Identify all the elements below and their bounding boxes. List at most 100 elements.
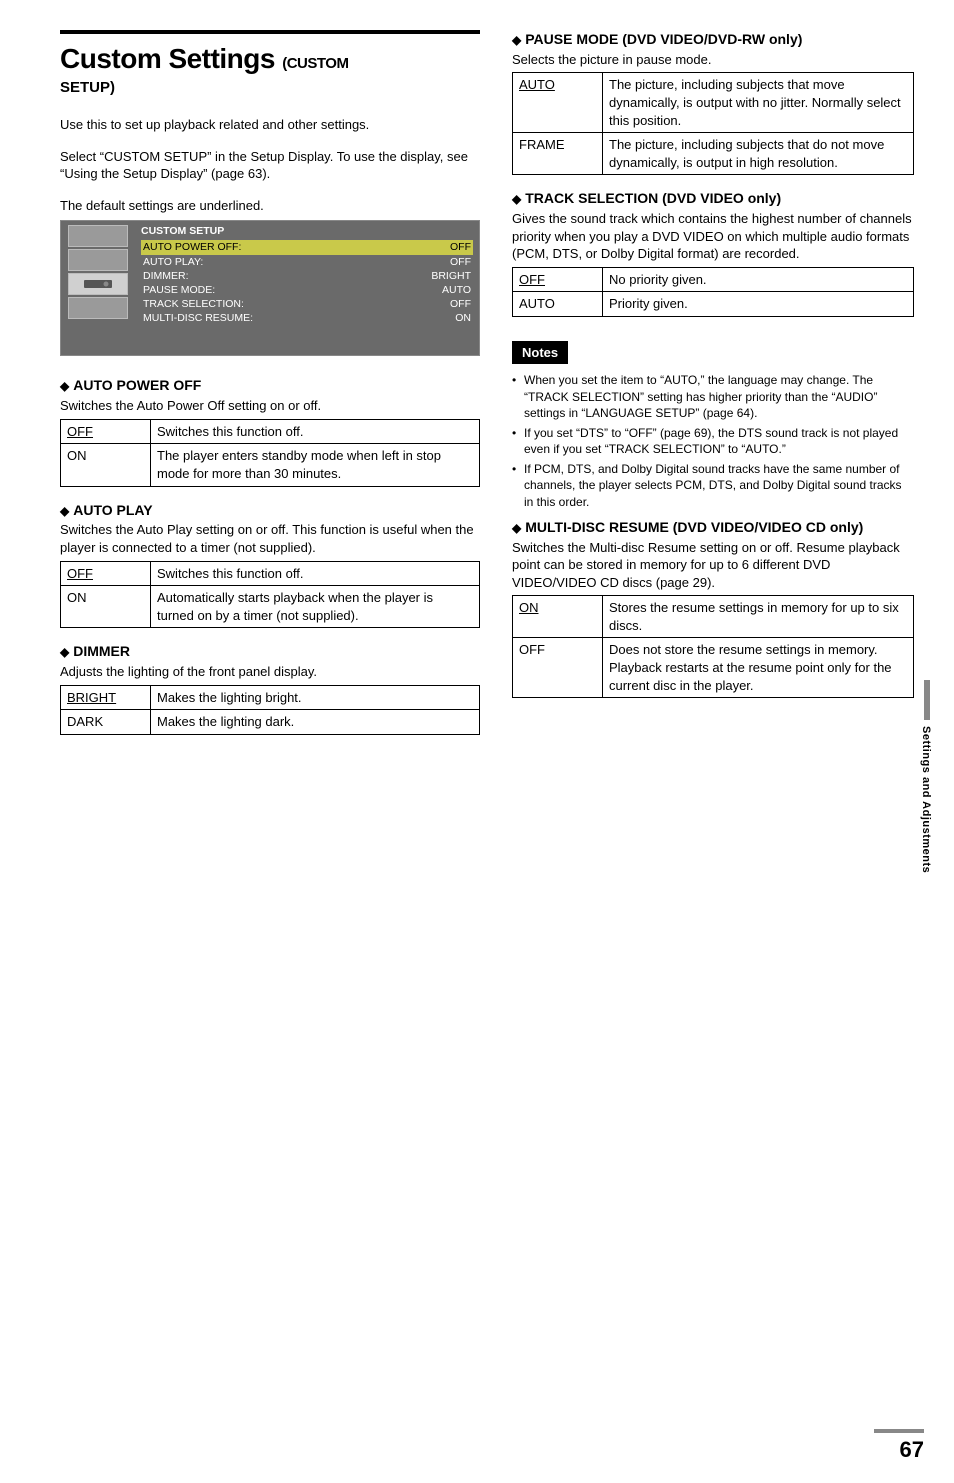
setup-val: BRIGHT [431,269,471,283]
table-row: BRIGHT Makes the lighting bright. [61,685,480,710]
opt-key: ON [519,600,539,615]
opt-key: ON [61,444,151,486]
table-multidisc: ON Stores the resume settings in memory f… [512,595,914,698]
table-row: ONAutomatically starts playback when the… [61,586,480,628]
section-title: PAUSE MODE (DVD VIDEO/DVD-RW only) [525,31,802,47]
opt-val: Makes the lighting bright. [151,685,480,710]
section-desc: Switches the Auto Play setting on or off… [60,521,480,556]
setup-label: PAUSE MODE: [143,283,215,297]
setup-val: ON [455,311,471,325]
opt-val: Switches this function off. [151,419,480,444]
opt-val: Makes the lighting dark. [151,710,480,735]
setup-val: OFF [450,297,471,311]
section-autoplay: ◆ AUTO PLAY [60,501,480,520]
section-desc: Switches the Multi-disc Resume setting o… [512,539,914,592]
setup-label: AUTO POWER OFF: [143,240,241,254]
diamond-icon: ◆ [60,504,69,518]
setup-val: AUTO [442,283,471,297]
section-title: DIMMER [73,643,130,659]
section-title: AUTO PLAY [73,502,152,518]
opt-val: No priority given. [603,267,914,292]
intro-2: Select “CUSTOM SETUP” in the Setup Displ… [60,148,480,183]
note-item: If PCM, DTS, and Dolby Digital sound tra… [512,461,914,510]
page-number: 67 [900,1435,924,1465]
setup-tab [68,225,128,247]
section-title: TRACK SELECTION (DVD VIDEO only) [525,190,781,206]
opt-key: DARK [61,710,151,735]
section-dimmer: ◆ DIMMER [60,642,480,661]
notes-list: When you set the item to “AUTO,” the lan… [512,372,914,510]
table-row: OFF Switches this function off. [61,561,480,586]
setup-display: CUSTOM SETUP AUTO POWER OFF: OFF AUTO PLA… [60,220,480,356]
setup-tabs [61,221,135,355]
table-row: AUTO The picture, including subjects that… [513,73,914,133]
setup-row: MULTI-DISC RESUME:ON [141,311,473,325]
opt-val: The picture, including subjects that mov… [603,73,914,133]
setup-header: CUSTOM SETUP [141,224,473,238]
section-title: MULTI-DISC RESUME (DVD VIDEO/VIDEO CD on… [525,519,863,535]
setup-tab-active [68,273,128,295]
opt-val: Switches this function off. [151,561,480,586]
table-row: FRAMEThe picture, including subjects tha… [513,133,914,175]
page-title: Custom Settings (CUSTOM [60,40,480,78]
setup-label: AUTO PLAY: [143,255,203,269]
intro-1: Use this to set up playback related and … [60,116,480,134]
notes-badge: Notes [512,341,568,365]
table-row: AUTOPriority given. [513,292,914,317]
opt-val: Automatically starts playback when the p… [151,586,480,628]
opt-key: BRIGHT [67,690,116,705]
opt-key: OFF [513,638,603,698]
table-tracksel: OFF No priority given. AUTOPriority given… [512,267,914,317]
section-tracksel: ◆ TRACK SELECTION (DVD VIDEO only) [512,189,914,208]
diamond-icon: ◆ [512,192,521,206]
note-item: If you set “DTS” to “OFF” (page 69), the… [512,425,914,457]
table-row: ONThe player enters standby mode when le… [61,444,480,486]
setup-val: OFF [450,240,471,254]
table-autopoweroff: OFF Switches this function off. ONThe pla… [60,419,480,487]
table-pausemode: AUTO The picture, including subjects that… [512,72,914,175]
opt-key: AUTO [513,292,603,317]
intro-3: The default settings are underlined. [60,197,480,215]
section-title: AUTO POWER OFF [73,377,201,393]
opt-val: The player enters standby mode when left… [151,444,480,486]
title-sub: (CUSTOM [282,55,348,72]
setup-row: TRACK SELECTION:OFF [141,297,473,311]
setup-row: AUTO POWER OFF: OFF [141,240,473,254]
setup-panel: CUSTOM SETUP AUTO POWER OFF: OFF AUTO PLA… [135,221,479,355]
page-line-icon [874,1429,924,1433]
section-desc: Adjusts the lighting of the front panel … [60,663,480,681]
opt-key: AUTO [519,77,555,92]
opt-key: OFF [67,566,93,581]
opt-val: Stores the resume settings in memory for… [603,596,914,638]
diamond-icon: ◆ [512,521,521,535]
table-row: OFFDoes not store the resume settings in… [513,638,914,698]
table-row: OFF No priority given. [513,267,914,292]
section-autopoweroff: ◆ AUTO POWER OFF [60,376,480,395]
side-tab-label: Settings and Adjustments [918,726,933,873]
section-desc: Switches the Auto Power Off setting on o… [60,397,480,415]
diamond-icon: ◆ [60,645,69,659]
title-line2: SETUP) [60,78,480,98]
section-desc: Selects the picture in pause mode. [512,51,914,69]
side-bar-icon [924,680,930,720]
side-tab: Settings and Adjustments [918,680,936,873]
title-main: Custom Settings [60,43,282,74]
opt-val: The picture, including subjects that do … [603,133,914,175]
opt-val: Priority given. [603,292,914,317]
diamond-icon: ◆ [60,379,69,393]
setup-row: PAUSE MODE: AUTO [141,283,473,297]
diamond-icon: ◆ [512,33,521,47]
section-multidisc: ◆ MULTI-DISC RESUME (DVD VIDEO/VIDEO CD o… [512,518,914,537]
table-dimmer: BRIGHT Makes the lighting bright. DARKMak… [60,685,480,735]
opt-val: Does not store the resume settings in me… [603,638,914,698]
table-row: ON Stores the resume settings in memory f… [513,596,914,638]
note-item: When you set the item to “AUTO,” the lan… [512,372,914,421]
table-row: DARKMakes the lighting dark. [61,710,480,735]
section-pausemode: ◆ PAUSE MODE (DVD VIDEO/DVD-RW only) [512,30,914,49]
title-rule [60,30,480,34]
opt-key: OFF [519,272,545,287]
table-autoplay: OFF Switches this function off. ONAutomat… [60,561,480,629]
section-desc: Gives the sound track which contains the… [512,210,914,263]
opt-key: ON [61,586,151,628]
opt-key: OFF [67,424,93,439]
